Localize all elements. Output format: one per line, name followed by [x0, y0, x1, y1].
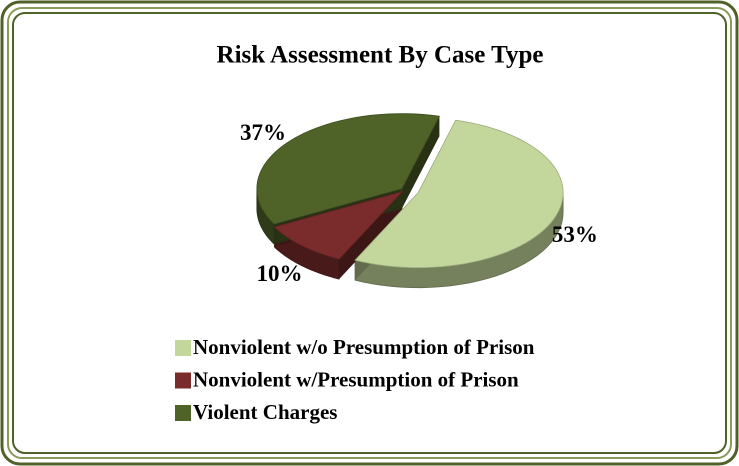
legend-label: Nonviolent w/o Presumption of Prison: [193, 335, 535, 359]
inner-frame: [12, 12, 727, 454]
slice: [256, 113, 441, 225]
legend-swatch: [175, 372, 191, 389]
slice: [273, 190, 404, 260]
legend-swatch: [175, 340, 191, 356]
slice-tops: [256, 113, 564, 269]
data-label: 10%: [257, 261, 303, 286]
slice-wall: [401, 116, 440, 209]
legend-label: Nonviolent w/Presumption of Prison: [193, 367, 519, 391]
legend-label: Violent Charges: [193, 400, 337, 424]
data-label: 37%: [240, 120, 286, 145]
legend-swatch: [175, 405, 191, 421]
slice: [354, 119, 564, 269]
chart-title: Risk Assessment By Case Type: [217, 42, 544, 69]
middle-frame: [7, 7, 732, 459]
data-label: 53%: [552, 222, 598, 247]
